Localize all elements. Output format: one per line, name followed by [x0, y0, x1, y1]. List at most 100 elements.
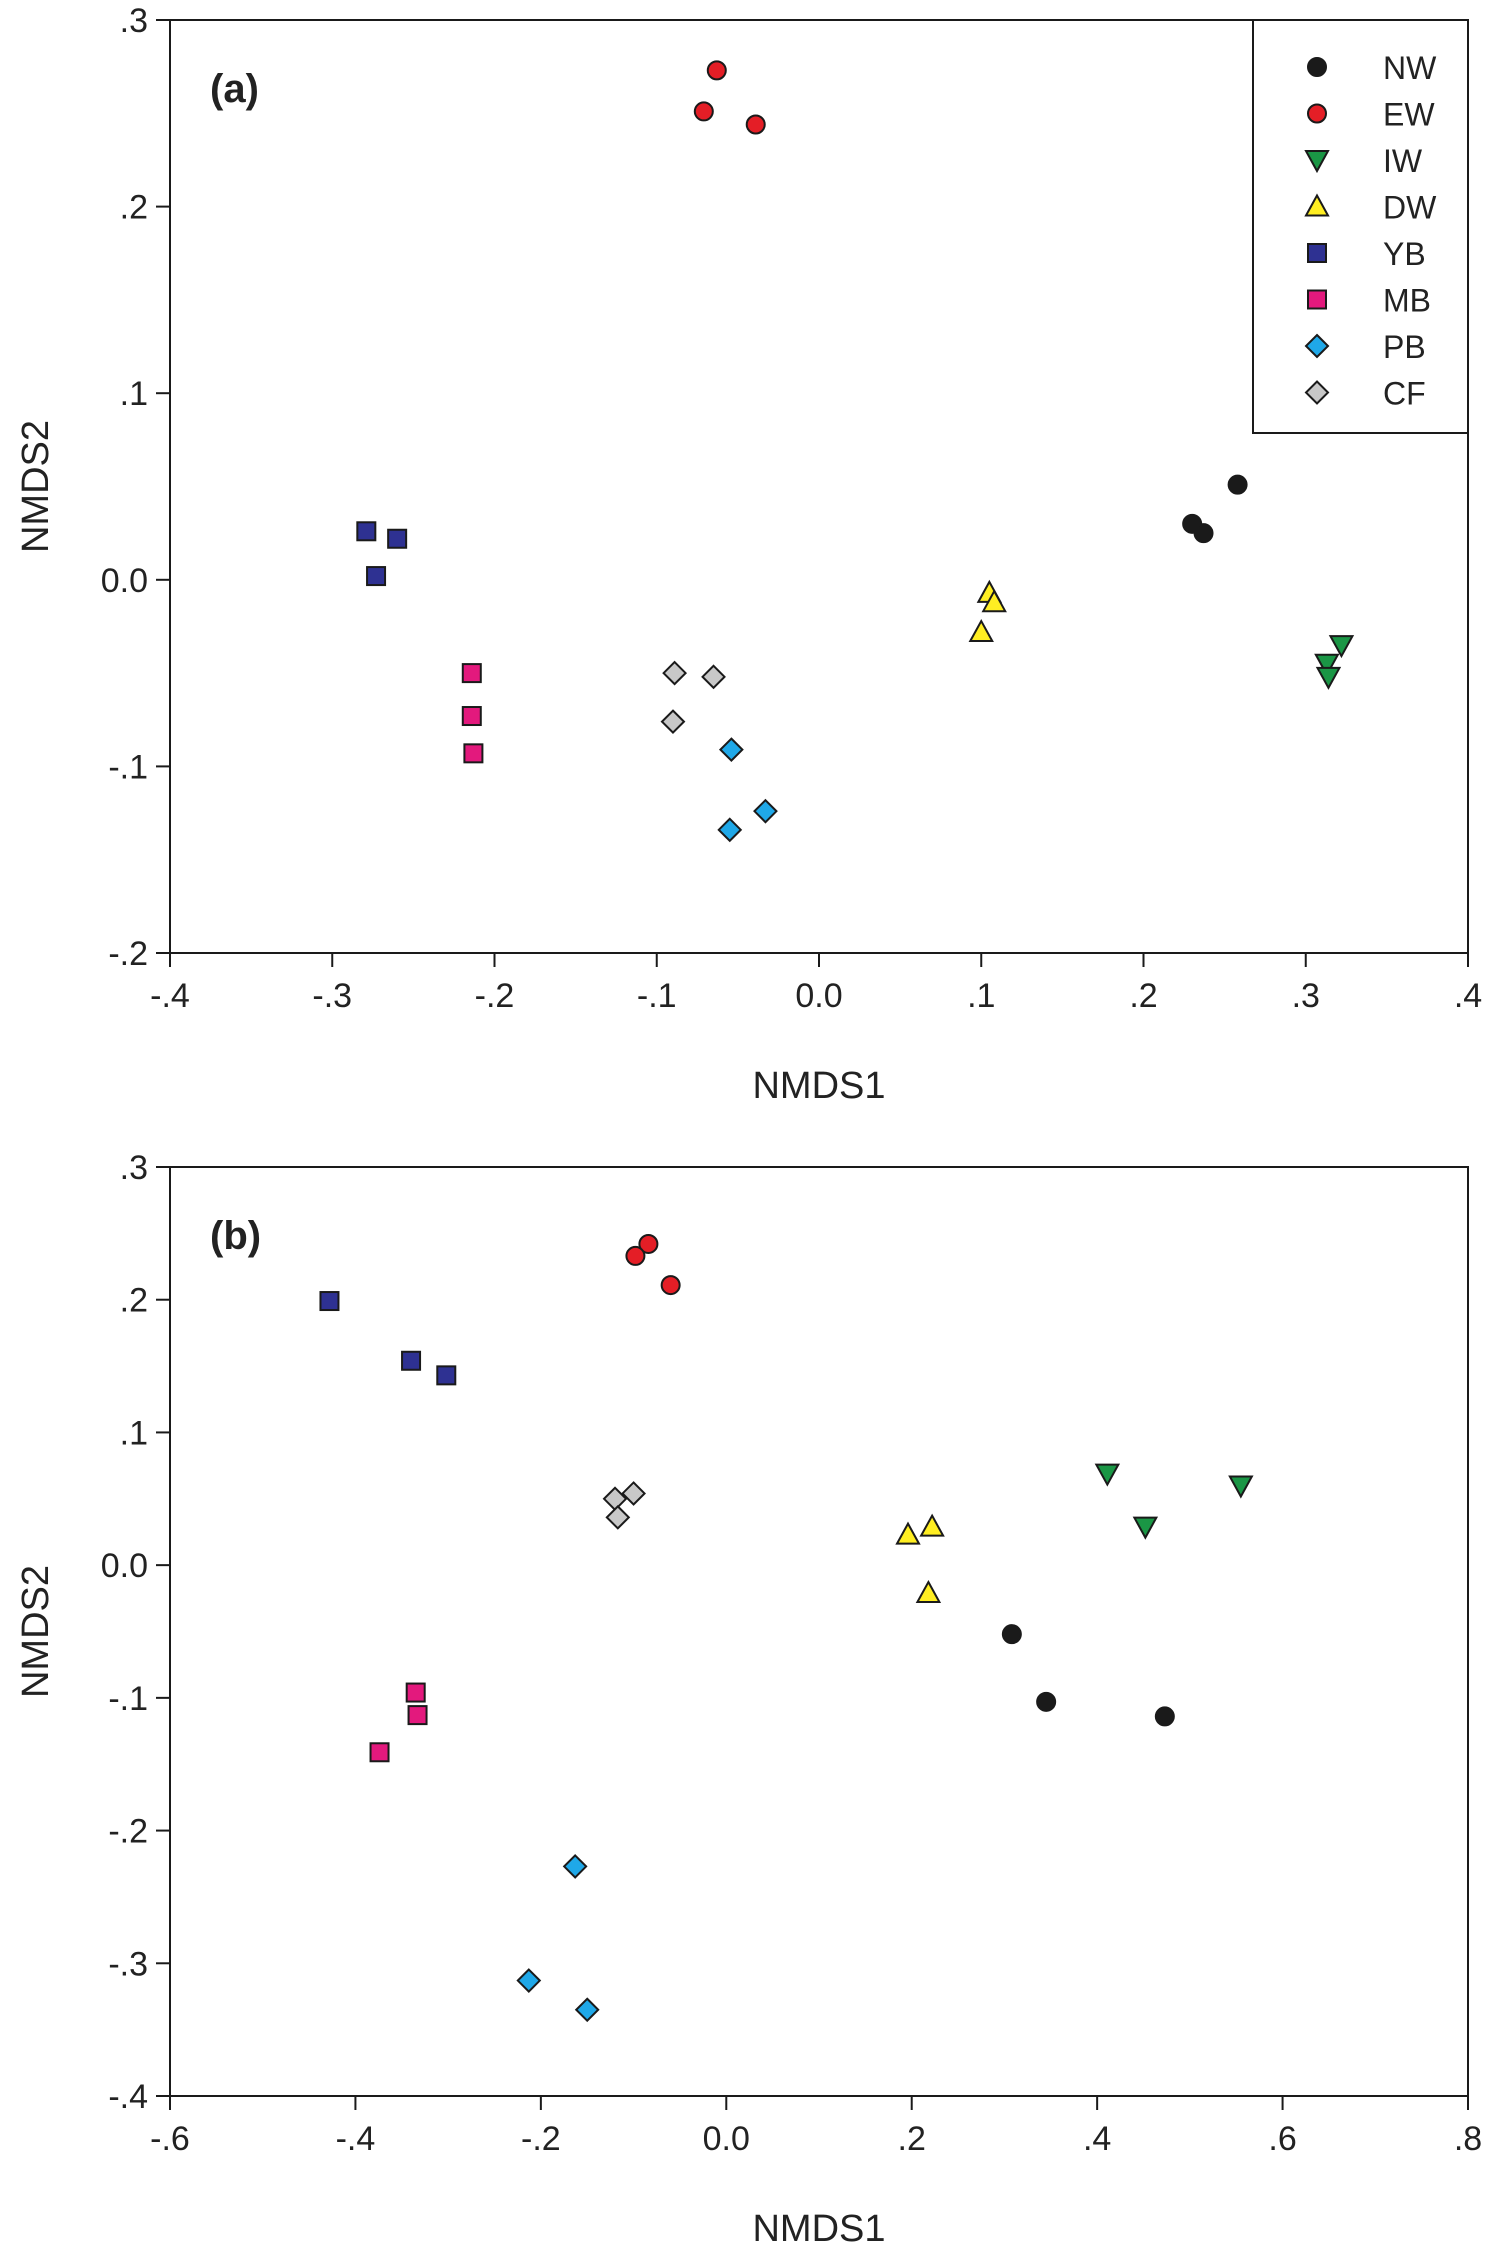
y-tick-label: -.3 — [108, 1945, 148, 1983]
data-point-cf — [662, 660, 688, 686]
legend-label-iw: IW — [1383, 143, 1423, 179]
x-tick-label: .6 — [1268, 2120, 1296, 2158]
x-tick-label: .2 — [1129, 977, 1157, 1015]
legend-label-yb: YB — [1383, 236, 1426, 272]
y-tick-label: .2 — [120, 189, 148, 227]
x-tick-label: .8 — [1454, 2120, 1482, 2158]
series-mb — [461, 663, 484, 764]
y-tick-label: .1 — [120, 1414, 148, 1452]
y-tick-label: -.1 — [108, 748, 148, 786]
data-point-ew — [638, 1233, 659, 1254]
data-point-pb — [718, 737, 744, 763]
series-yb — [356, 521, 408, 587]
data-point-nw — [1227, 474, 1248, 495]
legend-label-pb: PB — [1383, 329, 1426, 365]
series-mb — [369, 1682, 428, 1763]
data-point-pb — [753, 798, 778, 824]
x-axis-title: NMDS1 — [752, 2208, 885, 2250]
x-axis-title: NMDS1 — [752, 1065, 885, 1107]
data-point-dw — [981, 589, 1007, 613]
x-tick-label: .4 — [1083, 2120, 1111, 2158]
data-point-mb — [463, 743, 484, 764]
legend-marker-ew — [1307, 103, 1327, 124]
data-point-yb — [366, 566, 387, 587]
data-point-pb — [562, 1853, 588, 1879]
legend-marker-yb — [1307, 243, 1327, 263]
data-point-mb — [461, 706, 482, 727]
series-nw — [1001, 1624, 1175, 1727]
data-point-dw — [919, 1513, 945, 1537]
legend-marker-cf — [1304, 380, 1330, 405]
data-point-iw — [1228, 1475, 1254, 1499]
y-tick-label: 0.0 — [101, 562, 148, 600]
data-point-pb — [574, 1997, 600, 2023]
data-point-dw — [915, 1579, 942, 1604]
x-tick-label: -.3 — [312, 977, 352, 1015]
y-tick-label: .3 — [120, 1149, 148, 1187]
x-tick-label: .2 — [898, 2120, 926, 2158]
plot-frame — [169, 1166, 1469, 2097]
data-point-mb — [407, 1705, 428, 1726]
legend-label-cf: CF — [1383, 376, 1426, 412]
y-tick-label: .2 — [120, 1282, 148, 1320]
y-axis-title: NMDS2 — [15, 420, 57, 553]
legend-label-nw: NW — [1383, 50, 1437, 86]
data-point-iw — [1314, 653, 1340, 677]
y-tick-label: -.2 — [108, 1813, 148, 1851]
data-point-dw — [968, 618, 994, 643]
data-point-ew — [660, 1275, 681, 1296]
data-point-nw — [1154, 1706, 1175, 1727]
data-point-yb — [436, 1365, 457, 1386]
series-iw — [1094, 1463, 1254, 1540]
y-tick-label: .3 — [120, 2, 148, 40]
x-tick-label: -.4 — [150, 977, 190, 1015]
x-tick-label: -.4 — [336, 2120, 376, 2158]
series-dw — [968, 579, 1007, 643]
data-point-cf — [660, 709, 686, 735]
data-point-yb — [319, 1291, 340, 1312]
data-point-cf — [621, 1481, 646, 1506]
panel-label: (b) — [210, 1214, 261, 1258]
chart-panel-a: -.4 -.3 -.2 -.1 0.0 .1 .2 .3 .4 -.2 -.1 0.0 .1 .2 .3 NM… — [15, 2, 1482, 1107]
data-point-mb — [405, 1682, 426, 1703]
legend-marker-nw — [1307, 57, 1327, 77]
series-iw — [1314, 635, 1355, 690]
y-tick-label: .1 — [120, 375, 148, 413]
data-point-cf — [701, 664, 726, 690]
data-point-iw — [1094, 1463, 1121, 1487]
data-point-pb — [717, 817, 743, 843]
x-tick-label: -.2 — [521, 2120, 561, 2158]
legend-box — [1252, 19, 1469, 434]
y-tick-label: -.2 — [108, 935, 148, 973]
data-point-yb — [356, 521, 377, 542]
data-point-iw — [1328, 635, 1355, 659]
data-point-iw — [1132, 1516, 1159, 1540]
data-point-yb — [401, 1350, 422, 1371]
legend-label-dw: DW — [1383, 190, 1437, 226]
x-tick-label: -.6 — [150, 2120, 190, 2158]
y-tick-label: -.4 — [108, 2078, 148, 2116]
legend-label-mb: MB — [1383, 283, 1431, 319]
x-tick-label: -.2 — [475, 977, 515, 1015]
data-point-mb — [461, 663, 482, 684]
data-point-mb — [369, 1742, 390, 1763]
data-point-nw — [1193, 523, 1214, 544]
legend-marker-iw — [1304, 150, 1330, 174]
series-pb — [717, 737, 778, 843]
data-point-ew — [625, 1245, 646, 1266]
legend-marker-mb — [1307, 289, 1327, 310]
data-point-iw — [1315, 666, 1342, 690]
y-axis-title: NMDS2 — [15, 1565, 57, 1698]
data-point-ew — [693, 101, 714, 122]
series-dw — [895, 1513, 945, 1604]
data-point-nw — [1036, 1691, 1057, 1712]
data-point-ew — [706, 60, 727, 81]
chart-panel-b: -.6 -.4 -.2 0.0.2.4.6.8-.4-.3-.2-.10.0.1.2.… — [15, 1149, 1482, 2250]
legend: NW EW IW DW YB MB PB CF — [1252, 19, 1469, 434]
series-ew — [693, 60, 766, 135]
x-tick-label: 0.0 — [703, 2120, 750, 2158]
legend-marker-dw — [1304, 193, 1330, 217]
data-point-yb — [387, 528, 408, 549]
x-tick-label: .4 — [1454, 977, 1482, 1015]
